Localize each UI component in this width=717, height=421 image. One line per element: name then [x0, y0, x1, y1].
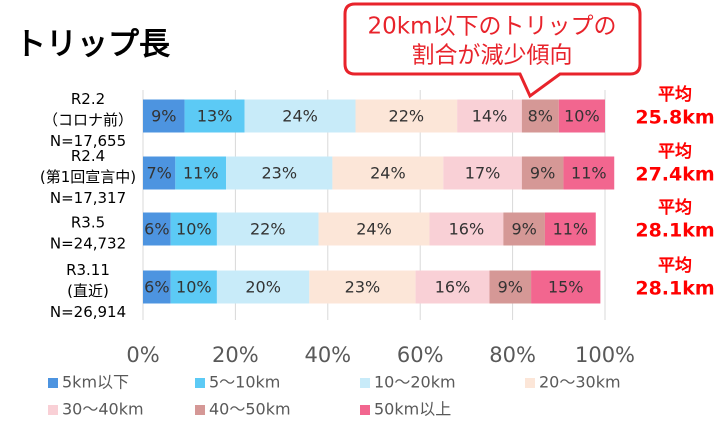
bar-segment — [184, 99, 245, 133]
average-label: 平均 — [658, 141, 692, 162]
legend-label: 40～50km — [209, 400, 291, 419]
legend-label: 5～10km — [209, 373, 280, 392]
average-value: 27.4km — [635, 164, 714, 186]
data-label: 6% — [144, 220, 169, 239]
bar-segment — [309, 270, 416, 304]
legend-swatch — [48, 405, 58, 415]
y-tick-label: R2.2 （コロナ前） N=17,655 — [43, 90, 133, 150]
chart-title: トリップ長 — [15, 27, 171, 63]
legend-swatch — [48, 378, 58, 388]
callout-box — [343, 2, 642, 99]
bar-segment — [355, 99, 458, 133]
bar-segment — [558, 99, 605, 133]
callout-text: 20km以下のトリップの — [368, 14, 617, 40]
bar-segment — [531, 270, 601, 304]
legend-label: 10～20km — [374, 373, 456, 392]
data-label: 13% — [197, 107, 233, 126]
average-value: 25.8km — [635, 107, 714, 129]
x-tick-label: 80% — [489, 343, 536, 367]
bar-segment — [489, 270, 532, 304]
data-label: 10% — [564, 107, 600, 126]
legend-label: 50km以上 — [374, 400, 451, 419]
legend-swatch — [360, 378, 370, 388]
data-label: 6% — [144, 278, 169, 297]
average-value: 28.1km — [635, 278, 714, 300]
x-tick-label: 40% — [304, 343, 351, 367]
x-tick-label: 20% — [212, 343, 259, 367]
bar-segment — [443, 156, 522, 190]
bar-segment — [216, 212, 319, 246]
data-label: 23% — [345, 278, 381, 297]
legend-label: 20～30km — [539, 373, 621, 392]
data-label: 24% — [370, 164, 406, 183]
bar-segment — [143, 156, 176, 190]
bar-segment — [216, 270, 310, 304]
data-label: 16% — [435, 278, 471, 297]
bar-segment — [544, 212, 596, 246]
x-tick-label: 60% — [397, 343, 444, 367]
data-label: 10% — [176, 220, 212, 239]
bar-segment — [457, 99, 522, 133]
legend-label: 5km以下 — [62, 373, 129, 392]
callout-text: 割合が減少傾向 — [412, 43, 573, 69]
bar-segment — [170, 212, 217, 246]
bar-segment — [143, 270, 171, 304]
data-label: 11% — [183, 164, 219, 183]
data-label: 17% — [465, 164, 501, 183]
data-label: 9% — [511, 220, 536, 239]
x-tick-label: 0% — [126, 343, 159, 367]
data-label: 15% — [548, 278, 584, 297]
bar-segment — [332, 156, 444, 190]
data-label: 11% — [553, 220, 589, 239]
data-label: 24% — [282, 107, 318, 126]
bar-segment — [503, 212, 545, 246]
data-label: 8% — [528, 107, 553, 126]
average-label: 平均 — [658, 255, 692, 276]
legend-swatch — [195, 378, 205, 388]
bar-segment — [563, 156, 615, 190]
data-label: 16% — [449, 220, 485, 239]
legend-swatch — [360, 405, 370, 415]
y-tick-label: R2.4 (第1回宣言中) N=17,317 — [40, 147, 136, 207]
data-label: 7% — [146, 164, 171, 183]
bar-segment — [226, 156, 333, 190]
bar-segment — [415, 270, 490, 304]
bar-segment — [429, 212, 504, 246]
data-label: 9% — [151, 107, 176, 126]
bar-segment — [244, 99, 356, 133]
y-tick-label: R3.5 N=24,732 — [50, 213, 126, 252]
data-label: 9% — [530, 164, 555, 183]
bar-segment — [143, 99, 185, 133]
data-label: 24% — [356, 220, 392, 239]
bar-segment — [318, 212, 430, 246]
legend-label: 30～40km — [62, 400, 144, 419]
bar-segment — [175, 156, 227, 190]
average-value: 28.1km — [635, 220, 714, 242]
bar-segment — [143, 212, 171, 246]
data-label: 14% — [472, 107, 508, 126]
x-tick-label: 100% — [575, 343, 635, 367]
bar-segment — [521, 99, 559, 133]
legend-swatch — [195, 405, 205, 415]
y-tick-label: R3.11 (直近) N=26,914 — [50, 261, 126, 321]
average-label: 平均 — [658, 84, 692, 105]
data-label: 10% — [176, 278, 212, 297]
data-label: 22% — [250, 220, 286, 239]
data-label: 22% — [389, 107, 425, 126]
bar-segment — [521, 156, 564, 190]
data-label: 9% — [498, 278, 523, 297]
data-label: 20% — [245, 278, 281, 297]
legend-swatch — [525, 378, 535, 388]
data-label: 23% — [262, 164, 298, 183]
data-label: 11% — [571, 164, 607, 183]
average-label: 平均 — [658, 197, 692, 218]
bar-segment — [170, 270, 217, 304]
